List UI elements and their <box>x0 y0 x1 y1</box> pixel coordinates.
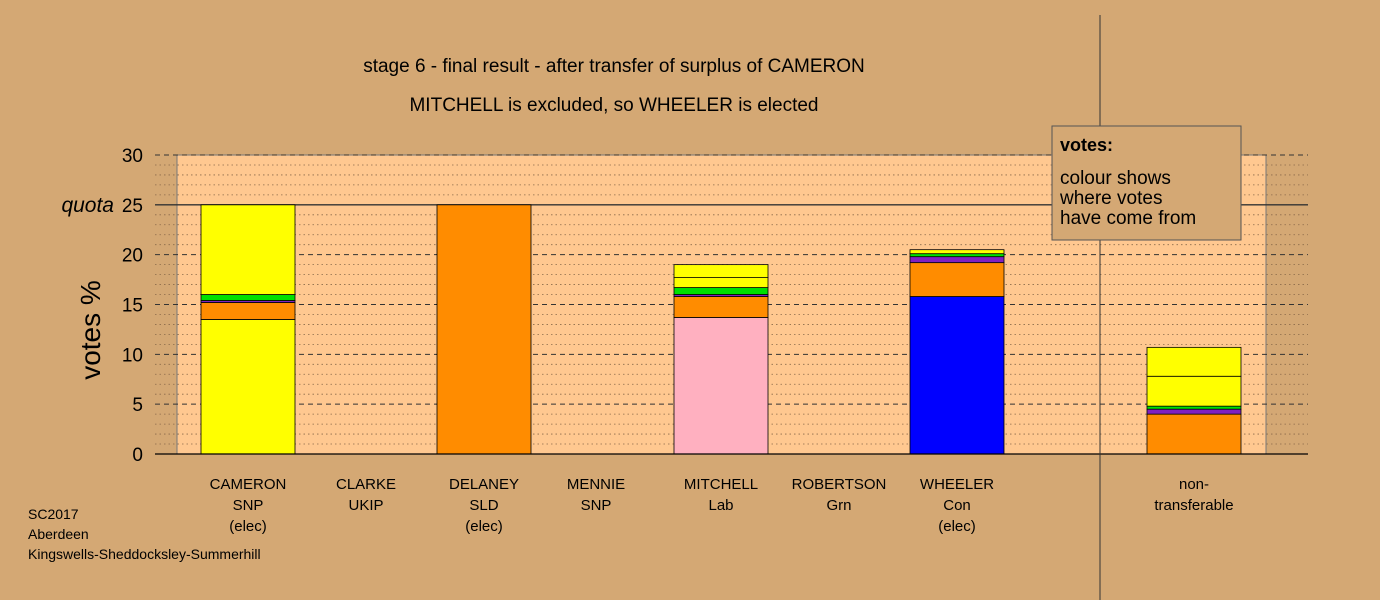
bar-segment-wheeler <box>909 253 1005 258</box>
bar-segment-cameron <box>200 319 296 455</box>
bar-segment-cameron <box>200 302 296 320</box>
bar-segment-mitchell <box>673 296 769 318</box>
bar-segment-mitchell <box>673 317 769 455</box>
bar-segment-nontransferable <box>1146 375 1242 407</box>
x-tick-label: CLARKE <box>336 476 396 493</box>
x-tick-label: WHEELER <box>920 476 994 493</box>
x-tick-label: DELANEY <box>449 476 519 493</box>
legend-box: votes: colour shows where votes have com… <box>1051 125 1242 241</box>
y-tick-labels: 0 5 10 15 20 25 30 <box>122 146 143 466</box>
bar-segment-wheeler <box>909 296 1005 455</box>
bar-segment-wheeler <box>909 256 1005 264</box>
x-tick-label: MENNIE <box>567 476 625 493</box>
footer-line: SC2017 <box>28 506 79 522</box>
x-tick-label: (elec) <box>229 518 267 535</box>
axes <box>155 15 1308 600</box>
x-tick-label: Lab <box>708 497 733 514</box>
bar-segment-mitchell <box>673 264 769 278</box>
x-tick-label: non- <box>1179 476 1209 493</box>
bar-segment-nontransferable <box>1146 408 1242 415</box>
x-tick-label: ROBERTSON <box>792 476 887 493</box>
legend-title: votes: <box>1060 135 1113 155</box>
x-tick-label: transferable <box>1154 497 1233 514</box>
y-tick-label: 5 <box>132 395 143 416</box>
x-tick-label: Grn <box>826 497 851 514</box>
bar-segment-nontransferable <box>1146 346 1242 377</box>
x-tick-label: Con <box>943 497 971 514</box>
footer: SC2017 Aberdeen Kingswells-Sheddocksley-… <box>28 506 261 562</box>
legend-line: colour shows <box>1060 168 1171 189</box>
bar-segment-cameron <box>200 204 296 295</box>
y-tick-label: 30 <box>122 146 143 167</box>
bar-segment-nontransferable <box>1146 405 1242 410</box>
y-tick-label: 0 <box>132 445 143 466</box>
x-tick-label: UKIP <box>348 497 383 514</box>
bar-segment-wheeler <box>909 249 1005 255</box>
x-tick-label: SNP <box>581 497 612 514</box>
footer-line: Aberdeen <box>28 526 89 542</box>
y-tick-label: 25 <box>122 196 143 217</box>
x-tick-label: (elec) <box>938 518 976 535</box>
x-tick-label: MITCHELL <box>684 476 758 493</box>
bar-segment-wheeler <box>909 262 1005 297</box>
y-tick-label: 20 <box>122 246 143 267</box>
x-tick-label: SNP <box>233 497 264 514</box>
footer-line: Kingswells-Sheddocksley-Summerhill <box>28 546 261 562</box>
bar-segment-mitchell <box>673 287 769 295</box>
y-tick-label: 15 <box>122 296 143 317</box>
quota-label: quota <box>61 194 114 217</box>
x-category-labels: CAMERON SNP (elec) CLARKE UKIP DELANEY SLD (ele… <box>210 476 1234 535</box>
x-tick-label: (elec) <box>465 518 503 535</box>
bar-segment-delaney <box>436 204 532 455</box>
bar-segment-cameron <box>200 294 296 301</box>
legend-line: where votes <box>1059 188 1162 209</box>
legend-line: have come from <box>1060 208 1196 229</box>
bar-stacks <box>200 204 1242 455</box>
bar-segment-nontransferable <box>1146 413 1242 455</box>
bar-segment-mitchell <box>673 277 769 288</box>
chart-subtitle: MITCHELL is excluded, so WHEELER is elec… <box>409 95 818 116</box>
y-axis-label: votes % <box>75 280 106 380</box>
chart-title: stage 6 - final result - after transfer … <box>363 56 865 77</box>
x-tick-label: CAMERON <box>210 476 287 493</box>
x-tick-label: SLD <box>469 497 498 514</box>
y-tick-label: 10 <box>122 345 143 366</box>
